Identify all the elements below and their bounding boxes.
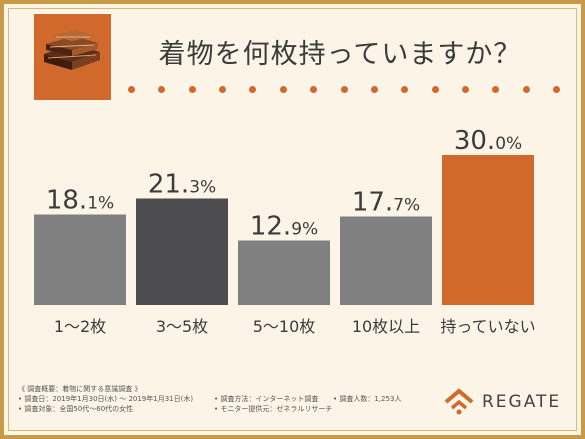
regate-logo: REGATE (442, 386, 572, 416)
value-label-5: 30.0% (454, 126, 522, 156)
survey-heading: 《 調査概要：着物に関する意識調査 》 (18, 385, 142, 393)
category-label-3: 5〜10枚 (253, 317, 316, 336)
divider-dot (370, 86, 378, 93)
bar-2 (136, 198, 228, 305)
divider-dot (431, 86, 439, 93)
divider-dot (219, 86, 227, 93)
divider-dot (188, 86, 196, 93)
regate-house-icon (444, 388, 474, 415)
survey-row-1: • 調査日：2019年1月30日(水) 〜 2019年1月31日(木) • 調査… (18, 394, 428, 404)
divider-dot (310, 86, 318, 93)
logo-text: REGATE (482, 392, 562, 412)
survey-count: • 調査人数：1,253人 (333, 395, 402, 403)
value-label-2: 21.3% (148, 170, 216, 200)
divider-dot (522, 86, 530, 93)
divider-dot (158, 86, 166, 93)
chart-title: 着物を何枚持っていますか？ (158, 39, 522, 70)
divider-dot (401, 86, 409, 93)
survey-method: • 調査方法：インターネット調査 (214, 395, 319, 403)
divider-dot (553, 86, 560, 93)
value-label-1: 18.1% (46, 186, 114, 216)
divider-dot (279, 86, 287, 93)
survey-date: • 調査日：2019年1月30日(水) 〜 2019年1月31日(木) (18, 395, 194, 403)
category-label-4: 10枚以上 (352, 317, 420, 336)
category-label-2: 3〜5枚 (156, 317, 208, 336)
value-label-4: 17.7% (352, 188, 420, 218)
divider-dot (249, 86, 257, 93)
bar-4 (340, 216, 432, 305)
divider-dot (340, 86, 348, 93)
bar-1 (34, 214, 126, 305)
inner-frame (8, 8, 577, 431)
title-badge (34, 14, 111, 100)
category-label-1: 1〜2枚 (54, 317, 106, 336)
title-dot-divider (128, 86, 560, 98)
survey-provider: • モニター提供元：ゼネラルリサーチ (214, 405, 333, 413)
survey-footer: 《 調査概要：着物に関する意識調査 》 • 調査日：2019年1月30日(水) … (18, 384, 428, 414)
divider-dot (128, 86, 135, 93)
survey-row-2: • 調査対象：全国50代〜60代の女性 • モニター提供元：ゼネラルリサーチ (18, 404, 428, 414)
category-label-5: 持っていない (440, 317, 535, 336)
divider-dot (492, 86, 500, 93)
kimono-fabric-icon (44, 30, 100, 70)
bar-3 (238, 240, 330, 305)
survey-target: • 調査対象：全国50代〜60代の女性 (18, 405, 134, 413)
bar-5 (442, 155, 534, 305)
value-label-3: 12.9% (250, 212, 318, 242)
divider-dot (461, 86, 469, 93)
